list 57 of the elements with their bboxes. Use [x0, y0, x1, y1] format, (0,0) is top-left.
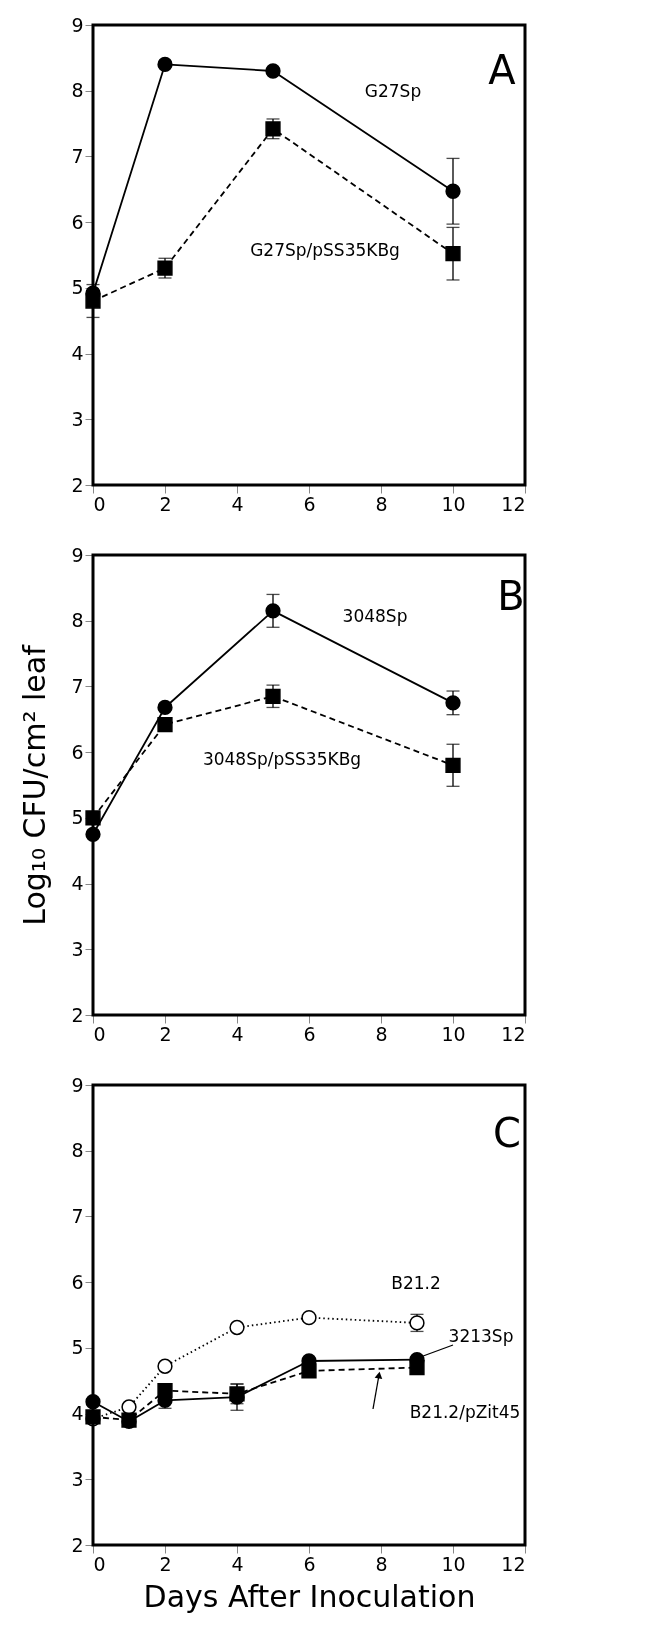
x-tick-label: 12 [501, 492, 526, 515]
x-tick-label: 10 [441, 492, 466, 515]
x-tick-label: 8 [375, 492, 388, 515]
x-tick-label: 8 [375, 1552, 388, 1575]
series-label: 3048Sp/pSS35KBg [202, 749, 362, 769]
x-tick-label: 2 [159, 492, 172, 515]
y-tick-label: 3 [71, 407, 84, 430]
x-tick-label: 2 [159, 1552, 172, 1575]
series-label: G27Sp/pSS35KBg [250, 240, 400, 260]
y-tick-label: 3 [71, 937, 84, 960]
y-tick-label: 7 [71, 1204, 84, 1227]
x-tick-label: 10 [441, 1022, 466, 1045]
y-tick-label: 9 [71, 543, 84, 566]
y-tick-label: 9 [71, 13, 84, 36]
y-tick-label: 5 [71, 276, 84, 299]
y-tick-label: 9 [71, 1073, 84, 1096]
x-tick-label: 4 [231, 492, 244, 515]
y-tick-label: 8 [71, 1139, 84, 1162]
x-tick-label: 0 [93, 492, 106, 515]
annotation: C [493, 1110, 521, 1156]
y-tick-label: 8 [71, 609, 84, 632]
y-tick-label: 4 [71, 872, 84, 895]
y-tick-label: 8 [71, 79, 84, 102]
x-tick-label: 6 [303, 1552, 316, 1575]
x-tick-label: 10 [441, 1552, 466, 1575]
y-tick-label: 4 [71, 342, 84, 365]
x-tick-label: 6 [303, 492, 316, 515]
annotation: B [497, 573, 525, 619]
y-tick-label: 6 [71, 1270, 84, 1293]
x-tick-label: 6 [303, 1022, 316, 1045]
annotation: A [488, 47, 517, 93]
y-tick-label: 5 [71, 1336, 84, 1359]
y-axis-title: Log₁₀ CFU/cm² leaf [17, 643, 53, 926]
x-tick-label: 4 [231, 1552, 244, 1575]
y-tick-label: 6 [71, 210, 84, 233]
series-label: B21.2/pZit45 [409, 1402, 521, 1422]
x-tick-label: 0 [93, 1022, 106, 1045]
y-tick-label: 2 [71, 1533, 84, 1556]
y-tick-label: 4 [71, 1402, 84, 1425]
series-label: B21.2 [391, 1273, 441, 1293]
x-tick-label: 4 [231, 1022, 244, 1045]
y-tick-label: 2 [71, 1003, 84, 1026]
x-axis-title: Days After Inoculation [143, 1578, 476, 1614]
series-label: 3213Sp [448, 1326, 514, 1346]
x-tick-label: 0 [93, 1552, 106, 1575]
series-label: 3048Sp [342, 606, 408, 626]
y-tick-label: 6 [71, 740, 84, 763]
y-tick-label: 3 [71, 1467, 84, 1490]
series-label: G27Sp [364, 81, 422, 101]
y-tick-label: 7 [71, 674, 84, 697]
y-tick-label: 5 [71, 806, 84, 829]
y-tick-label: 2 [71, 473, 84, 496]
x-tick-label: 12 [501, 1552, 526, 1575]
x-tick-label: 8 [375, 1022, 388, 1045]
y-tick-label: 7 [71, 144, 84, 167]
x-tick-label: 2 [159, 1022, 172, 1045]
x-tick-label: 12 [501, 1022, 526, 1045]
